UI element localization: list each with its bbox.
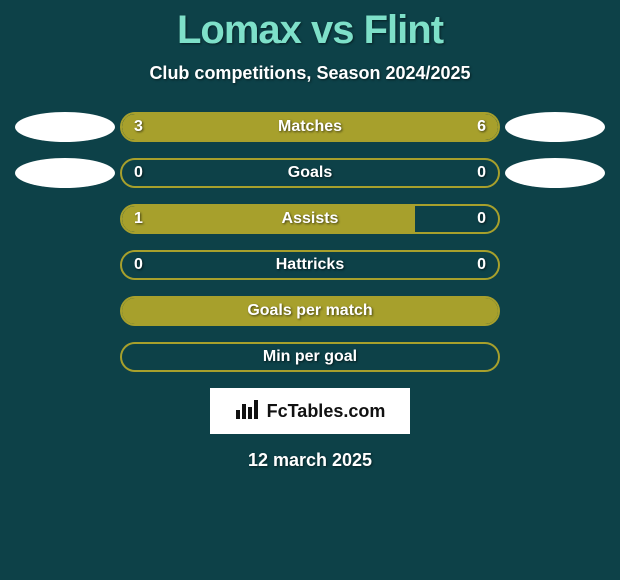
avatar-placeholder-left-2: [15, 158, 115, 188]
stat-row-gpm: Goals per match: [10, 296, 610, 326]
stats-area: 3 Matches 6 0 Goals 0 1 Assists: [0, 112, 620, 372]
stat-bar-mpg: Min per goal: [120, 342, 500, 372]
page-title: Lomax vs Flint: [0, 0, 620, 53]
stat-bar-assists: 1 Assists 0: [120, 204, 500, 234]
stat-label: Matches: [122, 114, 498, 140]
avatar-right-slot: [500, 112, 610, 142]
stat-label: Goals: [122, 160, 498, 186]
stat-value-right: 0: [477, 160, 486, 186]
stat-row-mpg: Min per goal: [10, 342, 610, 372]
stat-row-matches: 3 Matches 6: [10, 112, 610, 142]
branding-logo[interactable]: FcTables.com: [210, 388, 410, 434]
date-text: 12 march 2025: [0, 450, 620, 471]
avatar-left-slot: [10, 112, 120, 142]
stat-row-assists: 1 Assists 0: [10, 204, 610, 234]
stat-value-right: 0: [477, 252, 486, 278]
branding-text: FcTables.com: [267, 401, 386, 422]
bar-chart-icon: [235, 398, 261, 425]
stat-label: Goals per match: [122, 298, 498, 324]
stat-bar-hattricks: 0 Hattricks 0: [120, 250, 500, 280]
page-subtitle: Club competitions, Season 2024/2025: [0, 63, 620, 84]
avatar-placeholder-left-1: [15, 112, 115, 142]
stat-bar-gpm: Goals per match: [120, 296, 500, 326]
stat-row-hattricks: 0 Hattricks 0: [10, 250, 610, 280]
avatar-placeholder-right-2: [505, 158, 605, 188]
stat-value-right: 6: [477, 114, 486, 140]
stat-label: Assists: [122, 206, 498, 232]
stat-row-goals: 0 Goals 0: [10, 158, 610, 188]
stat-label: Min per goal: [122, 344, 498, 370]
stat-bar-matches: 3 Matches 6: [120, 112, 500, 142]
stat-label: Hattricks: [122, 252, 498, 278]
avatar-right-slot: [500, 158, 610, 188]
stat-bar-goals: 0 Goals 0: [120, 158, 500, 188]
avatar-placeholder-right-1: [505, 112, 605, 142]
avatar-left-slot: [10, 158, 120, 188]
stat-value-right: 0: [477, 206, 486, 232]
